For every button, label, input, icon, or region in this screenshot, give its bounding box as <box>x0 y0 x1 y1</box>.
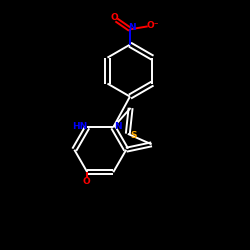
Text: HN: HN <box>72 122 87 130</box>
Text: O: O <box>110 14 118 22</box>
Text: N: N <box>128 23 136 32</box>
Text: S: S <box>130 130 136 140</box>
Text: N: N <box>114 122 122 130</box>
Text: O: O <box>83 177 91 186</box>
Text: O⁻: O⁻ <box>147 21 160 30</box>
